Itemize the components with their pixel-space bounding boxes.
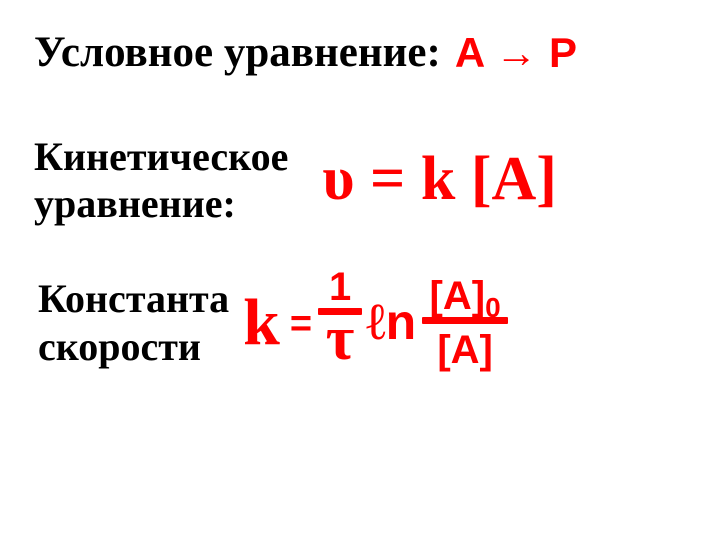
- symbol-k: k: [243, 290, 280, 356]
- label-rate-constant: Константа скорости: [38, 275, 229, 369]
- label-kinetic-equation: Кинетическое уравнение:: [34, 133, 288, 227]
- label-kinetic-line1: Кинетическое: [34, 133, 288, 180]
- rate-constant-formula: k = 1 τ ℓn [A]0 [A]: [243, 267, 508, 378]
- equals-sign: =: [290, 303, 312, 346]
- frac1-numerator: 1: [329, 267, 351, 308]
- frac2-num-main: [A]: [430, 274, 486, 318]
- label-rate-line2: скорости: [38, 323, 229, 370]
- label-conditional-equation: Условное уравнение:: [34, 28, 441, 79]
- label-rate-line1: Константа: [38, 275, 229, 322]
- slide: Условное уравнение: A → P Кинетическое у…: [0, 0, 720, 540]
- ln-symbol: ℓn: [366, 293, 416, 352]
- frac2-num-subscript: 0: [485, 292, 501, 323]
- ln-n: n: [386, 294, 417, 350]
- ln-ell: ℓ: [366, 294, 386, 351]
- frac2-numerator: [A]0: [430, 276, 501, 317]
- frac2-denominator: [A]: [437, 324, 493, 370]
- row-conditional-equation: Условное уравнение: A → P: [34, 28, 690, 79]
- reaction-equation: A → P: [455, 29, 577, 77]
- fraction-a0-over-a: [A]0 [A]: [422, 276, 508, 370]
- row-rate-constant: Константа скорости k = 1 τ ℓn [A]0 [A]: [34, 267, 690, 378]
- fraction-one-over-tau: 1 τ: [318, 267, 362, 378]
- kinetic-equation: υ = k [A]: [322, 144, 557, 215]
- label-kinetic-line2: уравнение:: [34, 180, 288, 227]
- row-kinetic-equation: Кинетическое уравнение: υ = k [A]: [34, 133, 690, 227]
- frac1-denominator: τ: [326, 307, 355, 370]
